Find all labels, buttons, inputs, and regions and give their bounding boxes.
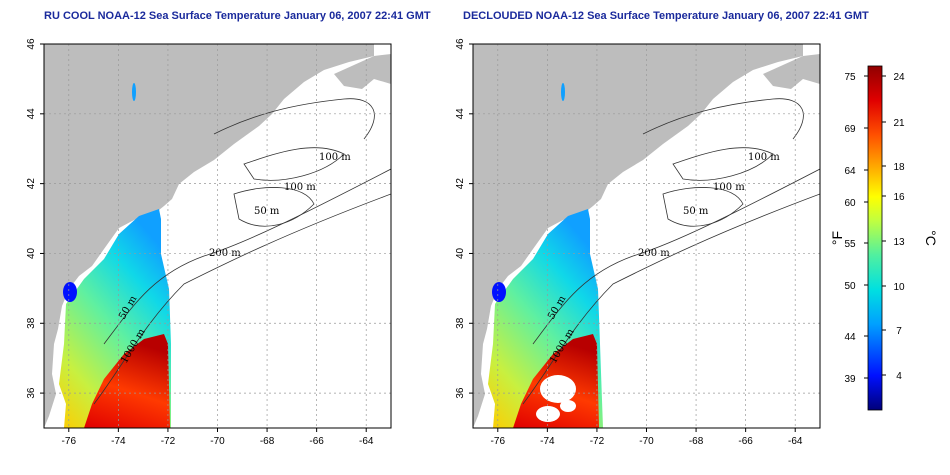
celsius-tick-label: 16 xyxy=(893,192,905,203)
lat-tick-label: 46 xyxy=(26,38,37,50)
cloud-gap xyxy=(560,400,576,412)
lat-tick-label: 36 xyxy=(455,387,466,399)
depth-contour xyxy=(103,168,391,345)
map-frame xyxy=(472,43,821,429)
depth-contour xyxy=(243,147,345,181)
cold-water-patch xyxy=(132,83,136,101)
depth-contour xyxy=(213,98,375,140)
celsius-tick-label: 18 xyxy=(893,162,905,173)
lon-tick-label: -72 xyxy=(590,436,605,447)
lon-tick-label: -66 xyxy=(738,436,753,447)
colorbar-gradient xyxy=(867,65,883,411)
celsius-tick-label: 4 xyxy=(896,371,902,382)
lon-tick-label: -72 xyxy=(161,436,176,447)
land-mass-east xyxy=(334,54,391,89)
depth-contour xyxy=(233,187,315,227)
fahrenheit-tick-label: 44 xyxy=(844,332,856,343)
lon-tick-label: -76 xyxy=(62,436,77,447)
lat-tick-label: 46 xyxy=(455,38,466,50)
lat-tick-label: 38 xyxy=(455,317,466,329)
lat-tick-label: 40 xyxy=(455,247,466,259)
fahrenheit-tick-label: 39 xyxy=(844,374,856,385)
fahrenheit-tick-label: 50 xyxy=(844,281,856,292)
cold-water-patch xyxy=(561,83,565,101)
lat-tick-label: 42 xyxy=(26,178,37,190)
lon-tick-label: -64 xyxy=(788,436,803,447)
fahrenheit-tick-label: 64 xyxy=(844,166,856,177)
lat-tick-label: 44 xyxy=(455,108,466,120)
lat-tick-label: 40 xyxy=(26,247,37,259)
cloud-gap xyxy=(540,375,576,403)
map-frame xyxy=(43,43,392,429)
lon-tick-label: -70 xyxy=(639,436,654,447)
cold-water-patch xyxy=(63,282,77,302)
lon-tick-label: -70 xyxy=(210,436,225,447)
contour-label: 100 m xyxy=(713,182,745,193)
lon-tick-label: -76 xyxy=(491,436,506,447)
depth-contour xyxy=(672,147,774,181)
lat-tick-label: 44 xyxy=(26,108,37,120)
celsius-tick-label: 10 xyxy=(893,282,905,293)
land-mass xyxy=(44,44,374,428)
cloud-gap xyxy=(536,406,560,422)
fahrenheit-tick-label: 60 xyxy=(844,198,856,209)
lon-tick-label: -74 xyxy=(111,436,126,447)
contour-label: 50 m xyxy=(683,206,709,217)
contour-label: 100 m xyxy=(748,152,780,163)
fahrenheit-tick-label: 55 xyxy=(844,239,856,250)
lon-tick-label: -68 xyxy=(689,436,704,447)
lat-tick-label: 42 xyxy=(455,178,466,190)
depth-contour xyxy=(93,193,391,405)
temperature-colorbar: 75 69 64 60 55 50 44 39 24 21 18 16 13 10 7 4 °F °C xyxy=(829,65,939,411)
fahrenheit-tick-label: 69 xyxy=(844,124,856,135)
depth-contour xyxy=(532,168,820,345)
land-mass xyxy=(473,44,803,428)
celsius-tick-label: 24 xyxy=(893,72,905,83)
contour-label: 50 m xyxy=(254,206,280,217)
celsius-tick-label: 13 xyxy=(893,237,905,248)
celsius-unit-label: °C xyxy=(923,230,939,246)
right-map-title: DECLOUDED NOAA-12 Sea Surface Temperatur… xyxy=(463,10,869,22)
depth-contour xyxy=(642,98,804,140)
lon-tick-label: -66 xyxy=(309,436,324,447)
lon-tick-label: -64 xyxy=(359,436,374,447)
fahrenheit-tick-label: 75 xyxy=(844,72,856,83)
left-map-title: RU COOL NOAA-12 Sea Surface Temperature … xyxy=(44,10,431,22)
depth-contour xyxy=(662,187,744,227)
lon-tick-label: -68 xyxy=(260,436,275,447)
land-mass-east xyxy=(763,54,820,89)
contour-label: 100 m xyxy=(284,182,316,193)
lon-tick-label: -74 xyxy=(540,436,555,447)
lat-tick-label: 36 xyxy=(26,387,37,399)
sst-gulf-stream xyxy=(84,334,170,428)
contour-label: 100 m xyxy=(319,152,351,163)
fahrenheit-unit-label: °F xyxy=(829,231,845,245)
lat-tick-label: 38 xyxy=(26,317,37,329)
celsius-tick-label: 21 xyxy=(893,118,905,129)
depth-contour xyxy=(522,193,820,405)
cloud-mask xyxy=(171,234,211,428)
cold-water-patch xyxy=(492,282,506,302)
celsius-tick-label: 7 xyxy=(896,326,902,337)
